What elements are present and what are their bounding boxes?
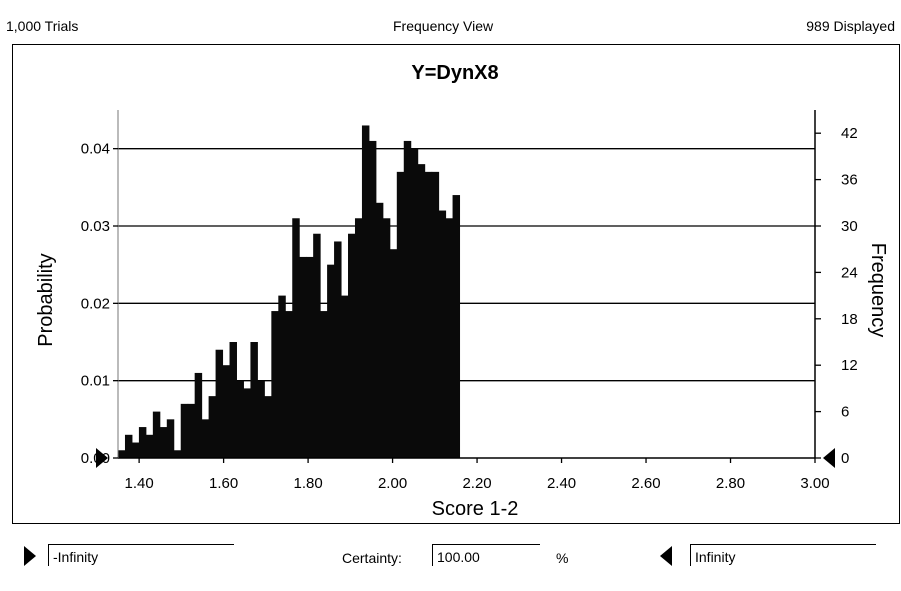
histogram-bar	[208, 396, 217, 458]
histogram-bar	[229, 342, 237, 458]
y2-tick-label: 12	[841, 357, 858, 374]
histogram-bar	[431, 171, 440, 458]
histogram-bar	[334, 241, 342, 458]
histogram-bar	[452, 195, 461, 459]
x-axis-label: Score 1-2	[432, 498, 519, 520]
y2-tick-label: 30	[841, 218, 858, 235]
right-range-arrow-icon	[823, 448, 835, 468]
histogram-bar	[354, 218, 363, 458]
histogram-bar	[180, 403, 189, 458]
percent-label: %	[556, 550, 569, 566]
header-bar: 1,000 Trials Frequency View 989 Displaye…	[0, 0, 901, 40]
y-tick-label: 0.04	[81, 141, 110, 158]
y-tick-label: 0.03	[81, 218, 110, 235]
histogram-bar	[327, 264, 335, 458]
histogram-bar	[243, 388, 251, 458]
histogram-bar	[341, 295, 349, 458]
histogram-bar	[250, 342, 258, 458]
histogram-bar	[145, 434, 154, 458]
histogram-bar	[159, 427, 168, 458]
histogram-bar	[194, 372, 203, 458]
histogram-bar	[124, 434, 133, 458]
left-bound-field[interactable]: -Infinity	[48, 544, 234, 566]
y-tick-label: 0.01	[81, 373, 110, 390]
y2-tick-label: 42	[841, 125, 858, 142]
y2-tick-label: 18	[841, 311, 858, 328]
histogram-bar	[187, 403, 196, 458]
x-tick-label: 3.00	[800, 475, 829, 492]
left-grabber-icon[interactable]	[24, 546, 36, 566]
y2-tick-label: 6	[841, 404, 849, 421]
x-tick-label: 2.20	[462, 475, 491, 492]
histogram-bar	[424, 171, 433, 458]
histogram-bar	[285, 311, 293, 458]
x-tick-label: 1.40	[125, 475, 154, 492]
right-grabber-icon[interactable]	[660, 546, 672, 566]
histogram-bar	[131, 442, 140, 458]
histogram-bar	[306, 256, 314, 458]
chart-frame	[12, 44, 900, 524]
displayed-count: 989 Displayed	[806, 18, 895, 34]
trials-count: 1,000 Trials	[6, 18, 79, 34]
histogram-bar	[396, 171, 405, 458]
histogram-bar	[201, 419, 210, 458]
histogram-bar	[173, 450, 182, 458]
histogram-bar	[438, 210, 447, 458]
histogram-bar	[278, 295, 286, 458]
y2-tick-label: 24	[841, 264, 858, 281]
y2-tick-label: 36	[841, 172, 858, 189]
histogram-bar	[118, 450, 126, 458]
histogram-bar	[361, 125, 370, 458]
view-mode[interactable]: Frequency View	[393, 18, 494, 34]
histogram-bar	[166, 419, 175, 458]
histogram-bar	[348, 233, 356, 458]
chart-title: Y=DynX8	[411, 62, 498, 84]
certainty-label: Certainty:	[342, 550, 402, 566]
histogram-bar	[368, 140, 377, 458]
histogram-bar	[410, 148, 419, 458]
histogram-bar	[403, 140, 412, 458]
histogram-bar	[215, 349, 224, 458]
y-axis-label: Probability	[35, 253, 57, 346]
histogram-bar	[271, 311, 279, 458]
y2-axis-label: Frequency	[867, 243, 889, 338]
histogram-bar	[375, 202, 384, 458]
histogram-bar	[299, 256, 307, 458]
left-range-arrow-icon	[96, 448, 108, 468]
x-tick-label: 2.40	[547, 475, 576, 492]
histogram-bar	[382, 218, 391, 458]
histogram-bar	[236, 380, 244, 458]
x-tick-label: 2.60	[631, 475, 660, 492]
x-tick-label: 2.80	[716, 475, 745, 492]
histogram-bar	[138, 427, 147, 458]
histogram-bar	[257, 380, 265, 458]
x-tick-label: 1.60	[209, 475, 238, 492]
y2-tick-label: 0	[841, 450, 849, 467]
x-tick-label: 2.00	[378, 475, 407, 492]
histogram-bar	[389, 249, 398, 458]
histogram-bar	[222, 365, 231, 458]
histogram-bar	[417, 164, 426, 458]
certainty-field[interactable]: 100.00	[432, 544, 540, 566]
histogram-bar	[292, 218, 300, 458]
histogram-bar	[264, 396, 272, 458]
histogram-bar	[152, 411, 161, 458]
y-tick-label: 0.02	[81, 295, 110, 312]
histogram-bar	[320, 311, 328, 458]
histogram-bar	[445, 218, 454, 458]
histogram-bar	[313, 233, 321, 458]
footer-bar: -Infinity Certainty: 100.00 % Infinity	[0, 536, 901, 591]
x-tick-label: 1.80	[293, 475, 322, 492]
right-bound-field[interactable]: Infinity	[690, 544, 876, 566]
